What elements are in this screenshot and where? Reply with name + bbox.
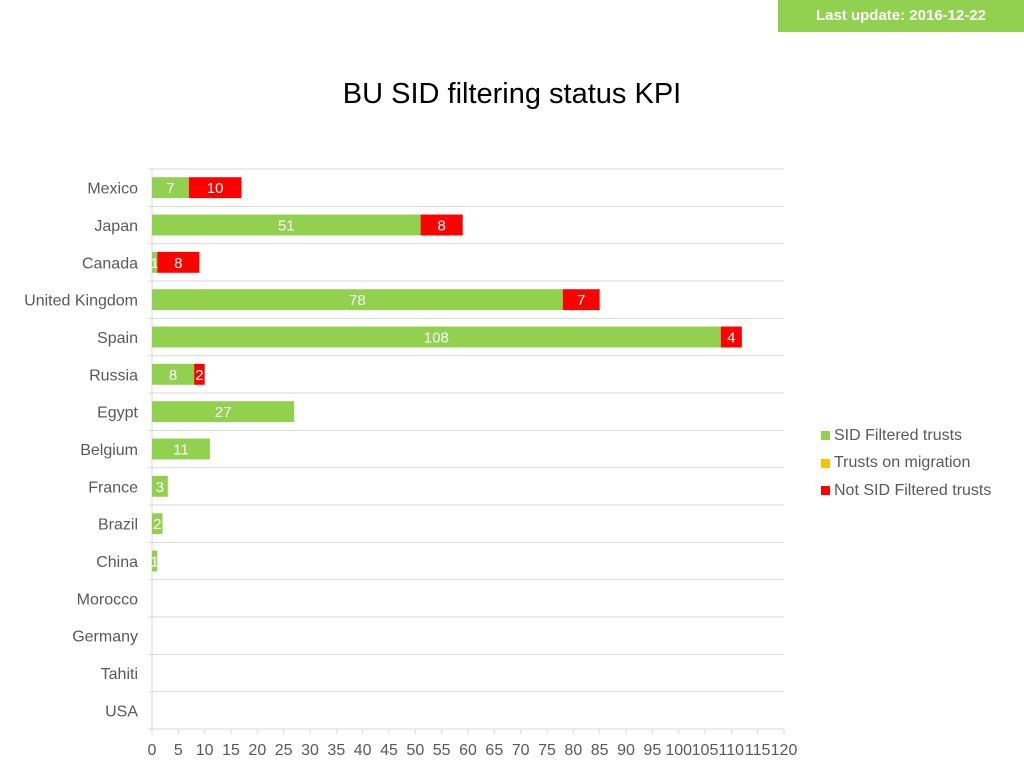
category-label: Brazil — [98, 517, 138, 534]
bar-segment — [420, 214, 463, 236]
chart-legend: SID Filtered trusts Trusts on migration … — [821, 422, 991, 505]
category-label: Germany — [72, 629, 138, 646]
data-label: 3 — [156, 479, 164, 496]
x-tick-label: 0 — [148, 742, 157, 759]
data-label: 10 — [207, 180, 224, 197]
bar-segment — [152, 550, 158, 572]
x-tick-label: 120 — [771, 742, 798, 759]
data-label: 108 — [424, 330, 449, 347]
bar-segment — [152, 513, 163, 535]
data-label: 2 — [195, 367, 203, 384]
x-tick-label: 35 — [327, 742, 345, 759]
x-tick-label: 95 — [643, 742, 661, 759]
data-label: 2 — [153, 516, 161, 533]
category-label: Spain — [97, 330, 138, 347]
x-tick-label: 80 — [564, 742, 582, 759]
category-label: USA — [105, 703, 138, 720]
bar-segment — [152, 438, 210, 460]
category-label: China — [96, 554, 138, 571]
category-label: Japan — [94, 218, 138, 235]
legend-swatch-sid-filtered — [821, 431, 830, 441]
x-tick-label: 20 — [248, 742, 266, 759]
data-label: 7 — [577, 292, 585, 309]
last-update-badge: Last update: 2016-12-22 — [778, 0, 1024, 32]
data-label: 7 — [166, 180, 174, 197]
bar-segment — [194, 363, 205, 385]
x-tick-label: 85 — [591, 742, 609, 759]
x-tick-label: 90 — [617, 742, 635, 759]
data-label: 78 — [349, 292, 366, 309]
legend-label-sid-filtered: SID Filtered trusts — [834, 426, 963, 444]
category-label: Russia — [89, 367, 138, 384]
x-tick-label: 105 — [692, 742, 719, 759]
data-label: 8 — [174, 255, 182, 272]
x-tick-label: 30 — [301, 742, 319, 759]
category-label: Tahiti — [101, 666, 138, 683]
bar-segment — [152, 363, 195, 385]
bar-segment — [152, 401, 295, 423]
legend-label-not-filtered: Not SID Filtered trusts — [834, 481, 992, 499]
category-label: Canada — [82, 255, 138, 272]
legend-label-on-migration: Trusts on migration — [834, 454, 971, 472]
x-tick-label: 65 — [485, 742, 503, 759]
bar-segment — [152, 177, 189, 199]
data-label: 27 — [215, 404, 232, 421]
bar-segment — [188, 177, 242, 199]
bar-segment — [720, 326, 742, 348]
x-tick-label: 75 — [538, 742, 556, 759]
bar-segment — [152, 251, 158, 273]
data-label: 1 — [150, 255, 158, 272]
x-tick-label: 5 — [174, 742, 183, 759]
category-label: Belgium — [80, 442, 138, 459]
bar-segment — [152, 289, 563, 311]
data-label: 11 — [173, 442, 189, 459]
chart-title: BU SID filtering status KPI — [342, 78, 682, 110]
x-tick-label: 115 — [745, 742, 771, 759]
bar-segment — [157, 251, 200, 273]
x-tick-label: 40 — [354, 742, 372, 759]
x-tick-label: 100 — [665, 742, 692, 759]
x-tick-label: 60 — [459, 742, 477, 759]
x-tick-label: 50 — [406, 742, 424, 759]
legend-item-not-filtered: Not SID Filtered trusts — [821, 477, 991, 505]
bar-segment — [152, 475, 168, 497]
bar-segment — [152, 214, 421, 236]
data-label: 4 — [727, 330, 735, 347]
x-tick-label: 45 — [380, 742, 398, 759]
category-label: France — [88, 479, 138, 496]
x-tick-label: 15 — [222, 742, 240, 759]
x-tick-label: 55 — [433, 742, 451, 759]
bar-segment — [152, 326, 721, 348]
x-tick-label: 25 — [275, 742, 293, 759]
data-label: 8 — [437, 218, 445, 235]
x-tick-label: 10 — [196, 742, 214, 759]
legend-swatch-not-filtered — [821, 486, 830, 496]
x-tick-label: 70 — [512, 742, 530, 759]
legend-item-sid-filtered: SID Filtered trusts — [821, 422, 991, 450]
data-label: 8 — [169, 367, 177, 384]
category-label: United Kingdom — [24, 293, 138, 310]
data-label: 1 — [150, 554, 158, 571]
bar-segment — [562, 289, 600, 311]
legend-swatch-on-migration — [821, 458, 830, 468]
legend-item-on-migration: Trusts on migration — [821, 450, 991, 478]
x-tick-label: 110 — [719, 742, 745, 759]
data-label: 51 — [278, 218, 295, 235]
category-label: Egypt — [97, 405, 138, 422]
category-label: Mexico — [87, 181, 138, 198]
category-label: Morocco — [77, 591, 138, 608]
